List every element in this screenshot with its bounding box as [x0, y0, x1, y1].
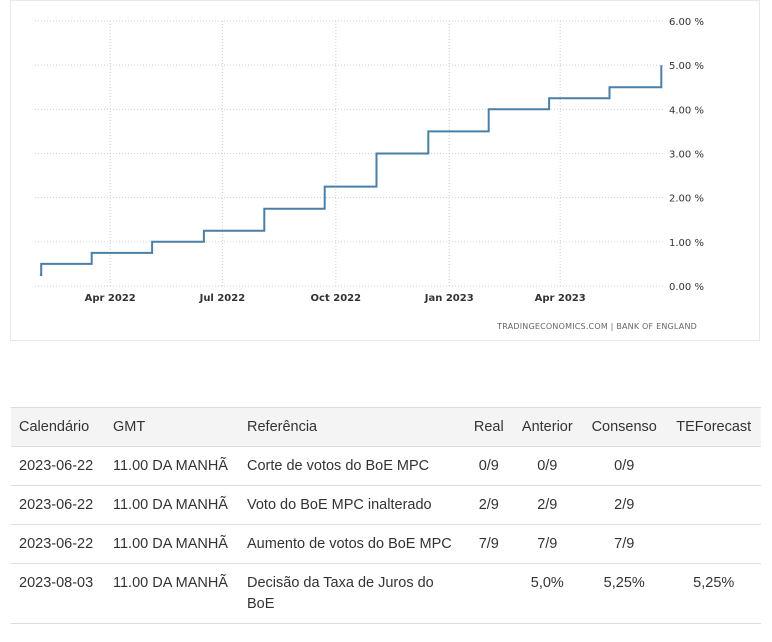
header-consensus[interactable]: Consenso [582, 407, 667, 447]
header-teforecast[interactable]: TEForecast [666, 407, 761, 447]
cell-teforecast [666, 485, 761, 525]
header-gmt[interactable]: GMT [105, 407, 239, 447]
chart-source-label: TRADINGECONOMICS.COM | BANK OF ENGLAND [496, 322, 697, 331]
y-axis: 0.00 % 1.00 % 2.00 % 3.00 % 4.00 % 5.00 % 6.00… [669, 17, 704, 293]
x-tick-label: Oct 2022 [311, 293, 362, 304]
x-tick-label: Apr 2023 [535, 293, 586, 304]
cell-consensus: 7/9 [582, 524, 667, 564]
x-axis: Apr 2022 Jul 2022 Oct 2022 Jan 2023 Apr 2023 [85, 293, 586, 304]
cell-teforecast [666, 524, 761, 564]
cell-real [465, 563, 513, 624]
y-tick-label: 1.00 % [669, 238, 704, 249]
cell-gmt: 11.00 DA MANHÃ [105, 563, 239, 624]
cell-date: 2023-06-22 [11, 524, 105, 564]
cell-previous: 5,0% [512, 563, 582, 624]
cell-gmt: 11.00 DA MANHÃ [105, 485, 239, 525]
table-row: 2023-06-22 11.00 DA MANHÃ Aumento de vot… [11, 524, 761, 564]
cell-teforecast: 5,25% [666, 563, 761, 624]
cell-consensus: 0/9 [582, 446, 667, 486]
cell-real: 0/9 [465, 446, 513, 486]
cell-real: 7/9 [465, 524, 513, 564]
series-line-interest-rate [39, 65, 663, 276]
cell-reference[interactable]: Decisão da Taxa de Juros do BoE [239, 563, 465, 624]
cell-date: 2023-06-22 [11, 485, 105, 525]
cell-reference[interactable]: Voto do BoE MPC inalterado [239, 485, 465, 525]
cell-gmt: 11.00 DA MANHÃ [105, 524, 239, 564]
chart-svg: 0.00 % 1.00 % 2.00 % 3.00 % 4.00 % 5.00 % 6.00… [35, 17, 704, 331]
y-tick-label: 5.00 % [669, 61, 704, 72]
table-row: 2023-06-22 11.00 DA MANHÃ Corte de votos… [11, 446, 761, 486]
cell-previous: 2/9 [512, 485, 582, 525]
interest-rate-chart: 0.00 % 1.00 % 2.00 % 3.00 % 4.00 % 5.00 % 6.00… [10, 0, 760, 341]
table-row: 2023-06-22 11.00 DA MANHÃ Voto do BoE MP… [11, 485, 761, 525]
header-real[interactable]: Real [465, 407, 513, 447]
y-tick-label: 6.00 % [669, 17, 704, 28]
chart-grid [35, 20, 665, 287]
cell-consensus: 5,25% [582, 563, 667, 624]
cell-previous: 7/9 [512, 524, 582, 564]
cell-date: 2023-08-03 [11, 563, 105, 624]
x-tick-label: Jul 2022 [199, 293, 246, 304]
x-tick-label: Jan 2023 [424, 293, 474, 304]
header-calendar[interactable]: Calendário [11, 407, 105, 447]
cell-real: 2/9 [465, 485, 513, 525]
y-tick-label: 0.00 % [669, 282, 704, 293]
cell-date: 2023-06-22 [11, 446, 105, 486]
header-reference[interactable]: Referência [239, 407, 465, 447]
x-tick-label: Apr 2022 [85, 293, 136, 304]
cell-reference[interactable]: Corte de votos do BoE MPC [239, 446, 465, 486]
y-tick-label: 4.00 % [669, 105, 704, 116]
cell-previous: 0/9 [512, 446, 582, 486]
table-header-row: Calendário GMT Referência Real Anterior … [11, 407, 761, 447]
y-tick-label: 3.00 % [669, 150, 704, 161]
cell-reference[interactable]: Aumento de votos do BoE MPC [239, 524, 465, 564]
cell-teforecast [666, 446, 761, 486]
y-tick-label: 2.00 % [669, 194, 704, 205]
cell-consensus: 2/9 [582, 485, 667, 525]
calendar-table: Calendário GMT Referência Real Anterior … [11, 407, 761, 624]
header-previous[interactable]: Anterior [512, 407, 582, 447]
cell-gmt: 11.00 DA MANHÃ [105, 446, 239, 486]
table-row: 2023-08-03 11.00 DA MANHÃ Decisão da Tax… [11, 563, 761, 624]
